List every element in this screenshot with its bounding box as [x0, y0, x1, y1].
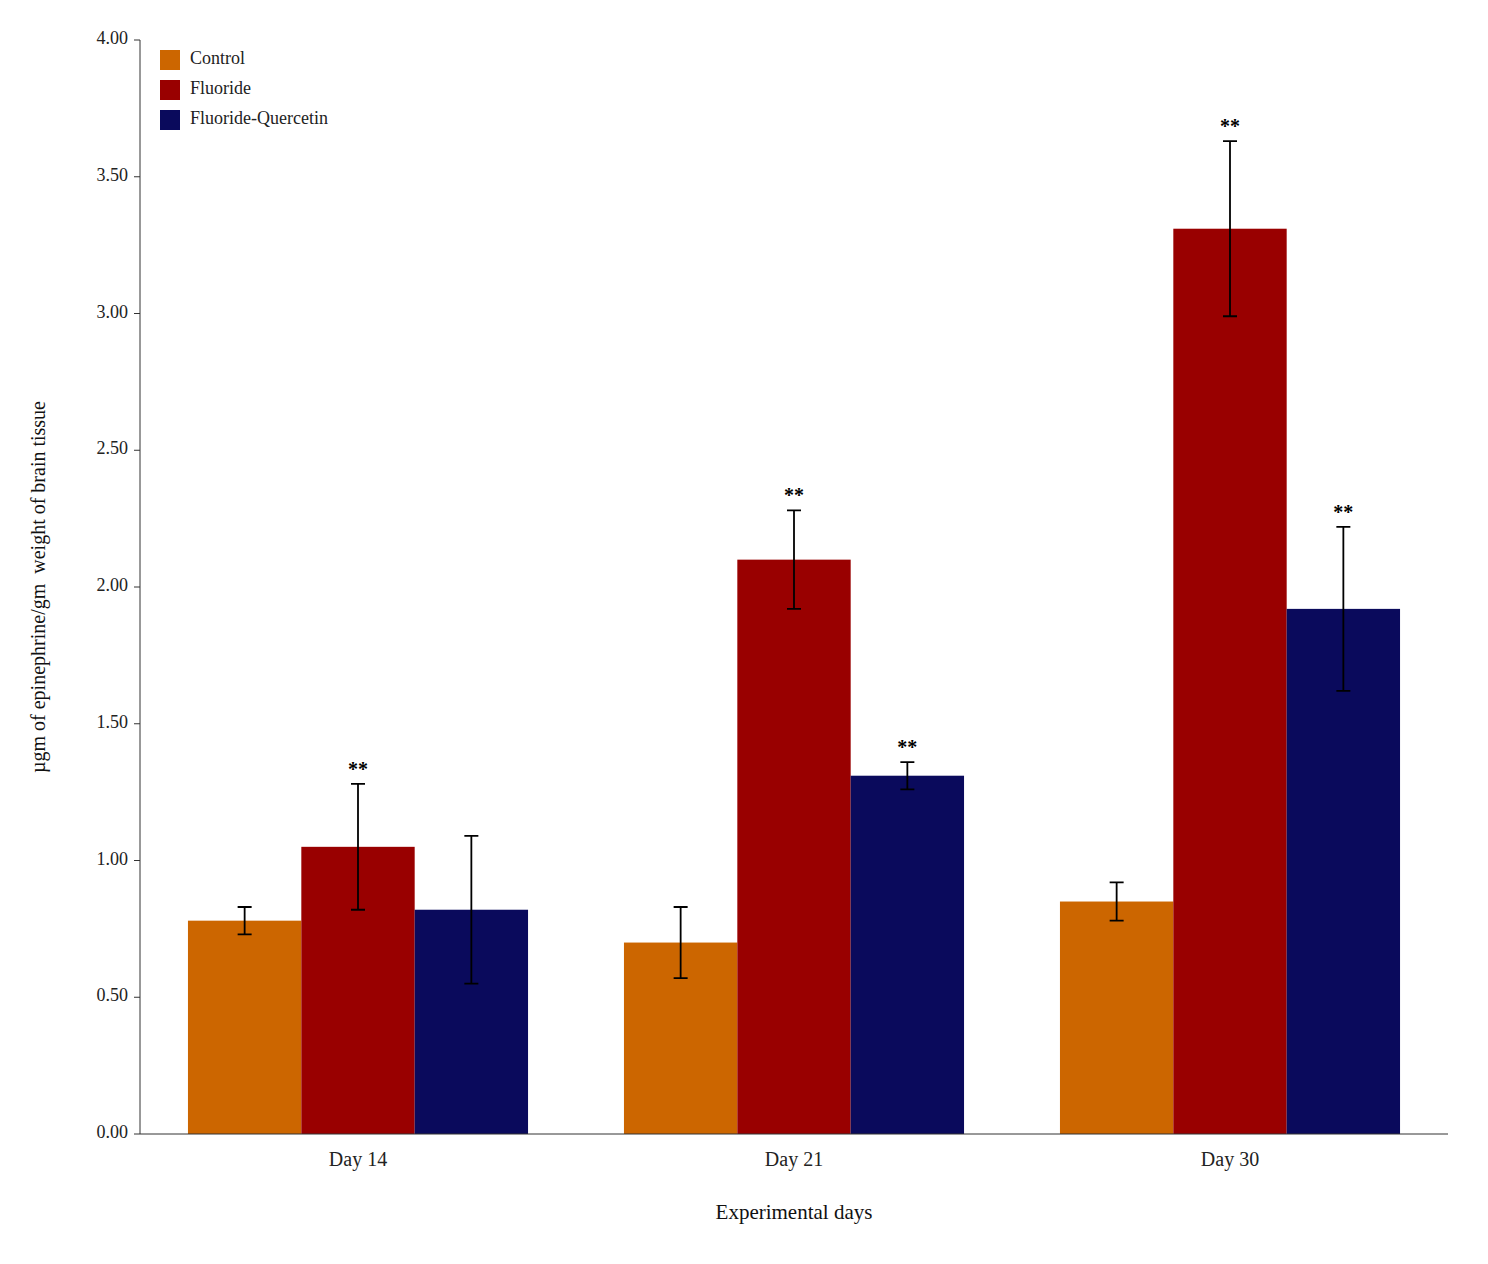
legend-label: Fluoride-Quercetin — [190, 108, 328, 128]
legend-swatch — [160, 110, 180, 130]
annotations: ** ** ** ** ** — [348, 115, 1353, 780]
significance-label: ** — [897, 736, 917, 758]
bar — [1060, 902, 1173, 1134]
error-bar — [1223, 141, 1237, 316]
error-bar — [900, 762, 914, 789]
error-bar — [351, 784, 365, 910]
y-tick — [134, 997, 140, 998]
error-bars — [351, 141, 1237, 910]
x-axis-line — [140, 1134, 1448, 1135]
error-bars — [238, 882, 1124, 978]
x-tick-label: Day 21 — [765, 1148, 823, 1171]
bar — [737, 560, 850, 1134]
y-axis-title: µgm of epinephrine/gm weight of brain ti… — [27, 401, 50, 773]
chart: 0.000.501.001.502.002.503.003.504.00****… — [0, 0, 1488, 1264]
y-tick — [134, 40, 140, 41]
y-tick — [134, 1134, 140, 1135]
y-axis: 0.00 0.50 1.00 1.50 2.00 2.50 3.00 3.50 4.00 — [97, 28, 141, 1142]
plot-area — [188, 141, 1400, 1134]
bar — [1173, 229, 1286, 1134]
x-tick-label: Day 14 — [329, 1148, 387, 1171]
error-bar — [1110, 882, 1124, 920]
y-tick-label: 2.50 — [97, 438, 129, 458]
y-tick-label: 0.00 — [97, 1122, 129, 1142]
x-axis-title: Experimental days — [716, 1200, 873, 1224]
y-tick — [134, 176, 140, 177]
y-tick-label: 1.50 — [97, 712, 129, 732]
x-tick-label: Day 30 — [1201, 1148, 1259, 1171]
significance-label: ** — [784, 484, 804, 506]
error-bar — [787, 510, 801, 608]
y-tick-label: 4.00 — [97, 28, 129, 48]
y-tick-label: 0.50 — [97, 985, 129, 1005]
y-tick — [134, 860, 140, 861]
series — [415, 609, 1400, 1134]
legend: Control Fluoride Fluoride-Quercetin — [160, 48, 328, 130]
x-axis: Day 14 Day 21 Day 30 — [140, 1134, 1448, 1171]
bar — [851, 776, 964, 1134]
error-bar — [1336, 527, 1350, 691]
y-tick — [134, 723, 140, 724]
y-tick-label: 3.00 — [97, 302, 129, 322]
legend-swatch — [160, 80, 180, 100]
error-bar — [464, 836, 478, 984]
series — [301, 229, 1286, 1134]
y-tick-label: 3.50 — [97, 165, 129, 185]
bar — [188, 921, 301, 1134]
legend-label: Fluoride — [190, 78, 251, 98]
error-bars — [464, 527, 1350, 984]
error-bar — [674, 907, 688, 978]
error-bar — [238, 907, 252, 934]
legend-label: Control — [190, 48, 245, 68]
significance-label: ** — [1220, 115, 1240, 137]
significance-label: ** — [1333, 501, 1353, 523]
y-tick-label: 1.00 — [97, 849, 129, 869]
y-tick — [134, 450, 140, 451]
legend-swatch — [160, 50, 180, 70]
y-axis-line — [140, 40, 141, 1134]
y-tick-label: 2.00 — [97, 575, 129, 595]
significance-label: ** — [348, 758, 368, 780]
y-tick — [134, 587, 140, 588]
y-tick — [134, 313, 140, 314]
